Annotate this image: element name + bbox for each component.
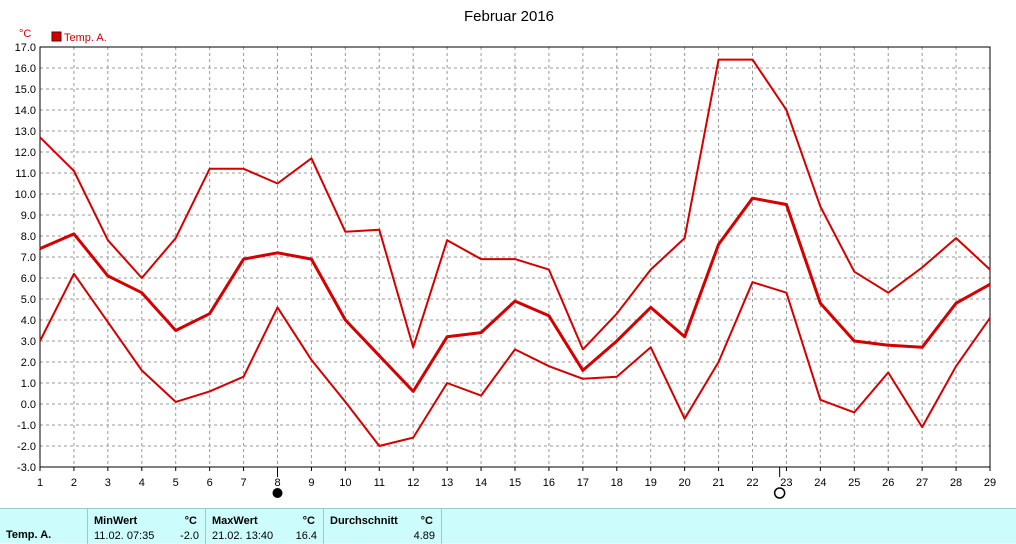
- stats-sensor-cell: Temp. A.: [0, 509, 88, 544]
- avg-unit: °C: [420, 515, 433, 527]
- min-datetime: 11.02. 07:35: [94, 530, 155, 542]
- x-tick-label: 18: [611, 477, 623, 489]
- y-tick-label: 0.0: [21, 399, 36, 411]
- series-line-avg: [39, 196, 991, 393]
- series-lines: [39, 58, 991, 447]
- x-tick-label: 14: [475, 477, 487, 489]
- max-value: 16.4: [295, 530, 317, 542]
- max-header: MaxWert: [212, 515, 258, 527]
- full-moon-icon: [272, 488, 283, 498]
- y-tick-label: -3.0: [17, 462, 36, 474]
- x-tick-label: 2: [71, 477, 77, 489]
- min-unit: °C: [184, 515, 197, 527]
- x-tick-label: 9: [308, 477, 314, 489]
- stats-max-cell: MaxWert °C 21.02. 13:40 16.4: [206, 509, 324, 544]
- legend-label: Temp. A.: [64, 32, 107, 44]
- y-tick-label: 11.0: [15, 168, 36, 180]
- grid-lines: [40, 47, 990, 467]
- x-tick-label: 1: [37, 477, 43, 489]
- legend-swatch: [51, 31, 62, 42]
- plot-frame: [39, 46, 991, 468]
- temperature-chart: Februar 2016 °C Temp. A. 17.016.015.014.…: [15, 8, 996, 499]
- stats-min-cell: MinWert °C 11.02. 07:35 -2.0: [88, 509, 206, 544]
- x-tick-label: 27: [916, 477, 928, 489]
- statistics-bar: Temp. A. MinWert °C 11.02. 07:35 -2.0 Ma…: [0, 508, 1016, 544]
- x-tick-label: 24: [814, 477, 826, 489]
- chart-title: Februar 2016: [464, 8, 554, 25]
- y-tick-label: 5.0: [21, 294, 36, 306]
- avg-header: Durchschnitt: [330, 515, 398, 527]
- x-tick-label: 17: [577, 477, 589, 489]
- stats-avg-cell: Durchschnitt °C 4.89: [324, 509, 442, 544]
- x-tick-label: 23: [780, 477, 792, 489]
- y-tick-label: 13.0: [15, 126, 36, 138]
- y-tick-label: 1.0: [21, 378, 36, 390]
- x-tick-label: 3: [105, 477, 111, 489]
- x-tick-label: 20: [679, 477, 691, 489]
- y-tick-label: 8.0: [21, 231, 36, 243]
- y-tick-label: 9.0: [21, 210, 36, 222]
- x-tick-label: 4: [139, 477, 145, 489]
- y-axis: 17.0 16.0 15.0 14.0 13.0 12.0 11.0 10.0 9.0 8.0 7.…: [15, 42, 36, 474]
- x-tick-label: 7: [241, 477, 247, 489]
- y-tick-label: -2.0: [17, 441, 36, 453]
- x-tick-label: 29: [984, 477, 996, 489]
- y-tick-label: 7.0: [21, 252, 36, 264]
- avg-value: 4.89: [413, 530, 435, 542]
- x-tick-label: 21: [712, 477, 724, 489]
- new-moon-icon: [773, 487, 786, 499]
- x-tick-label: 26: [882, 477, 894, 489]
- x-axis: 1 2 3 4 5 6 7 8 9 10 11 12 13 14 15 16 17 18 19 20 21 22 23 24 2…: [37, 467, 996, 489]
- x-tick-label: 5: [173, 477, 179, 489]
- x-tick-label: 12: [407, 477, 419, 489]
- x-tick-label: 15: [509, 477, 521, 489]
- y-tick-label: 12.0: [15, 147, 36, 159]
- min-value: -2.0: [180, 530, 199, 542]
- x-tick-label: 16: [543, 477, 555, 489]
- y-tick-label: 3.0: [21, 336, 36, 348]
- moon-phases: [272, 467, 786, 499]
- x-tick-label: 10: [339, 477, 351, 489]
- y-tick-label: 2.0: [21, 357, 36, 369]
- y-tick-label: 6.0: [21, 273, 36, 285]
- max-unit: °C: [302, 515, 315, 527]
- min-header: MinWert: [94, 515, 138, 527]
- y-tick-label: 17.0: [15, 42, 36, 54]
- y-axis-unit: °C: [19, 28, 31, 40]
- stats-sensor-label: Temp. A.: [6, 529, 52, 541]
- y-tick-label: 4.0: [21, 315, 36, 327]
- x-tick-label: 6: [207, 477, 213, 489]
- series-line-min: [39, 272, 991, 447]
- y-tick-label: 15.0: [15, 84, 36, 96]
- x-tick-label: 28: [950, 477, 962, 489]
- x-tick-label: 11: [374, 477, 385, 489]
- y-tick-label: 16.0: [15, 63, 36, 75]
- y-tick-label: -1.0: [17, 420, 36, 432]
- x-tick-label: 8: [274, 477, 280, 489]
- series-line-max: [39, 58, 991, 351]
- x-tick-label: 25: [848, 477, 860, 489]
- y-tick-label: 14.0: [15, 105, 36, 117]
- y-tick-label: 10.0: [15, 189, 36, 201]
- x-tick-label: 19: [645, 477, 657, 489]
- max-datetime: 21.02. 13:40: [212, 530, 274, 542]
- x-tick-label: 22: [746, 477, 758, 489]
- x-tick-label: 13: [441, 477, 453, 489]
